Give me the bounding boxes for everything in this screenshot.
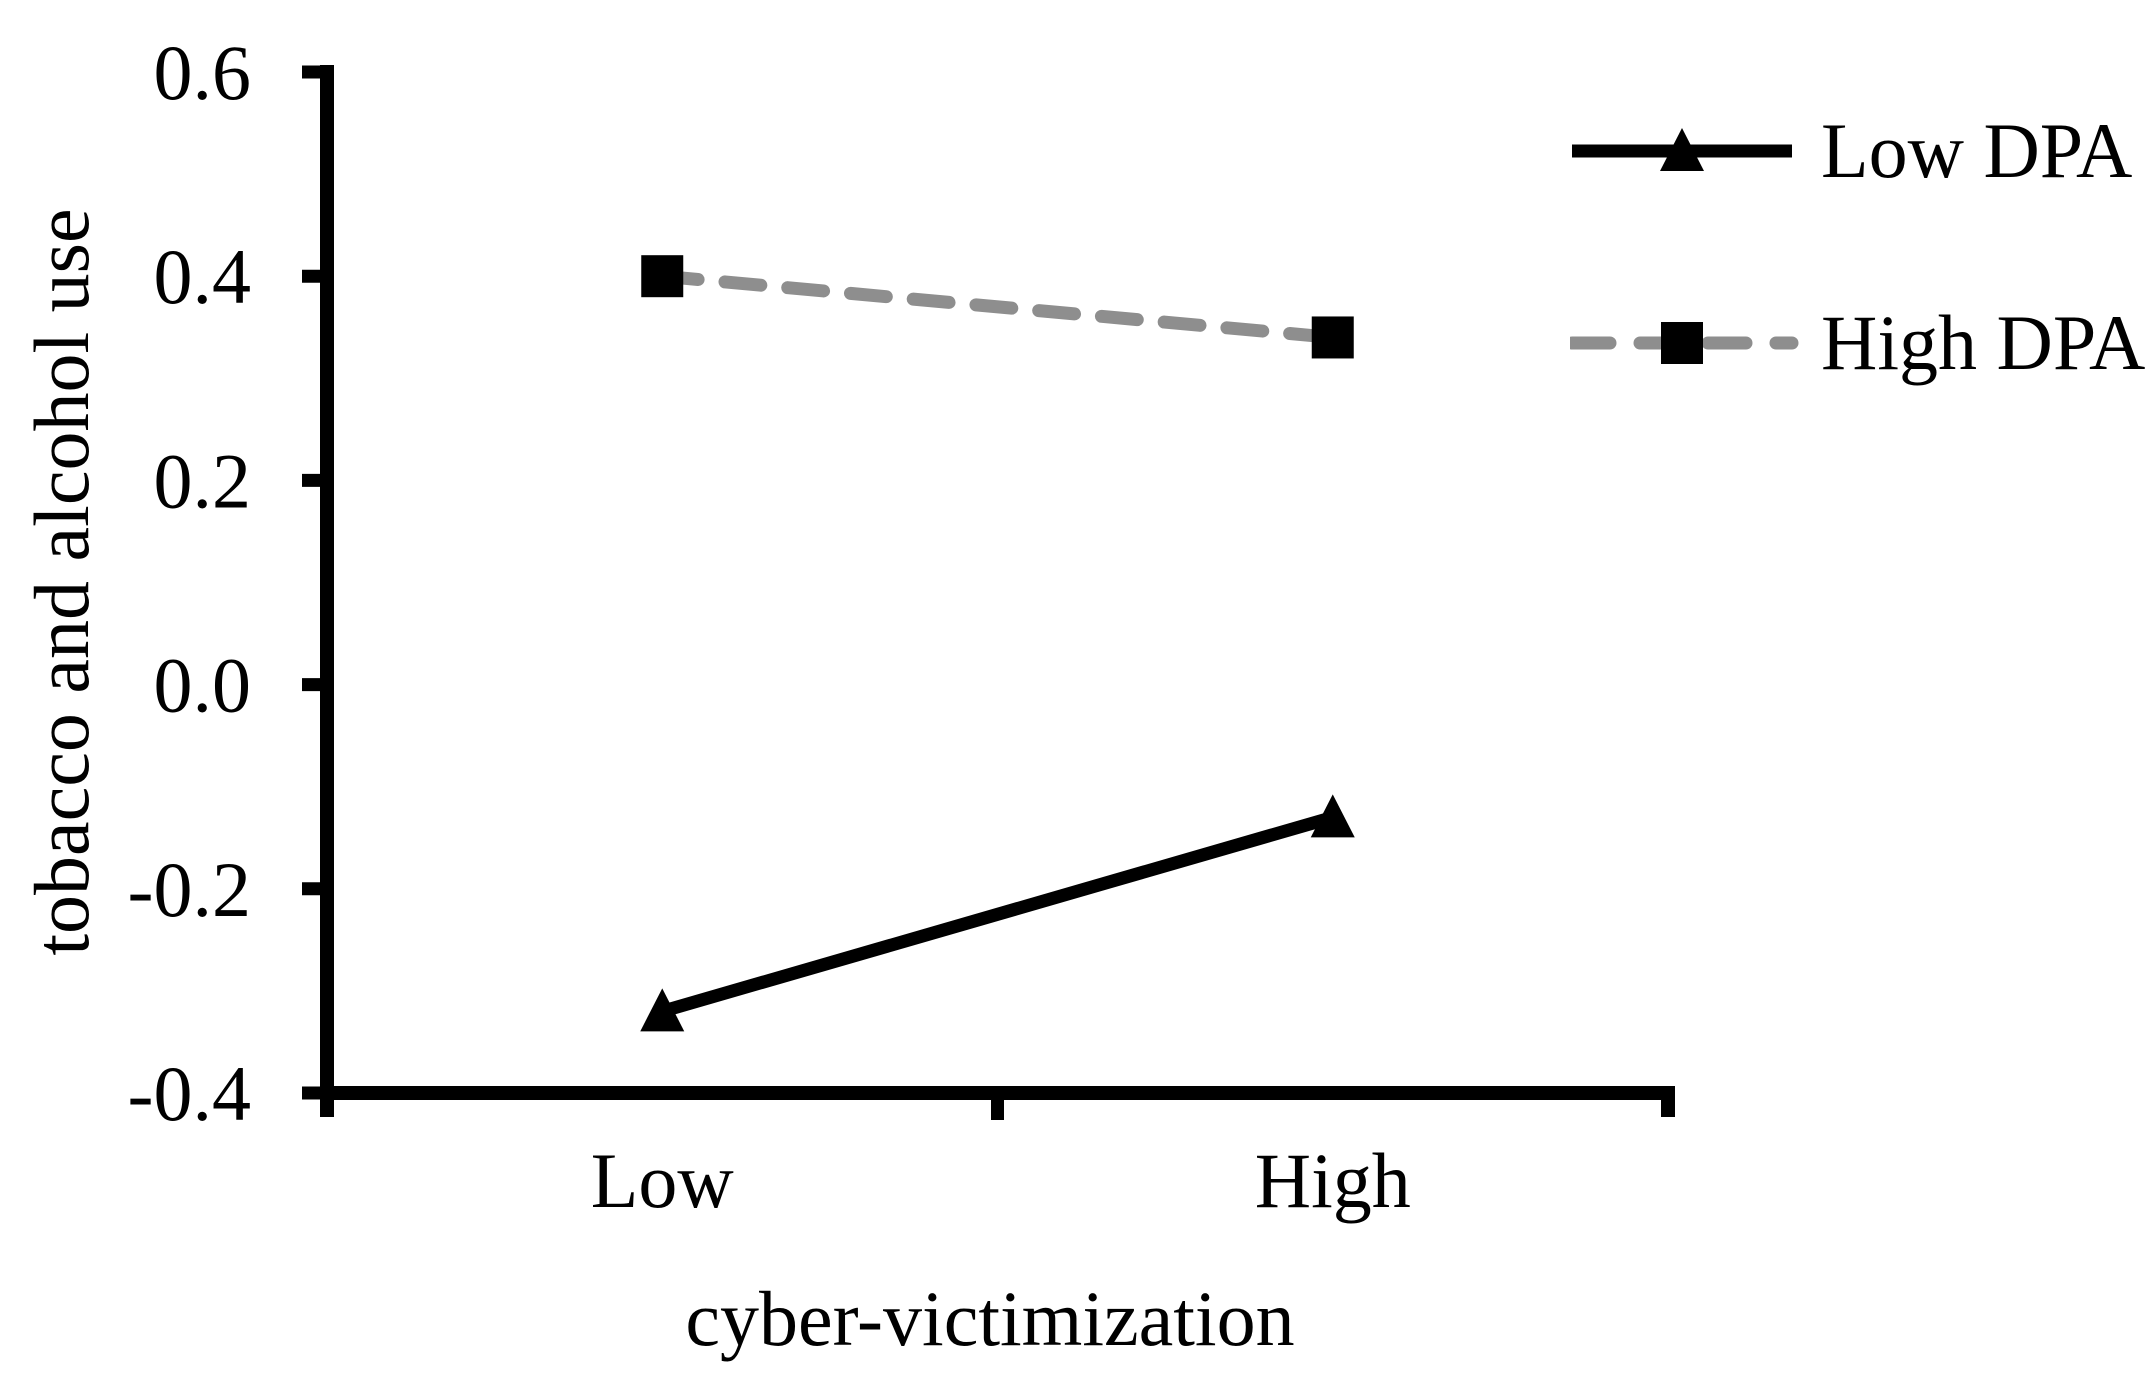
y-tick-label: 0.4 bbox=[154, 233, 252, 320]
x-category-label: Low bbox=[591, 1137, 734, 1224]
series-marker-low-dpa bbox=[640, 988, 685, 1032]
legend: Low DPA High DPA bbox=[1570, 98, 2145, 498]
legend-item-low-dpa: Low DPA bbox=[1570, 98, 2132, 204]
series-marker-low-dpa bbox=[1310, 794, 1355, 838]
x-axis-title: cyber-victimization bbox=[685, 1275, 1295, 1362]
y-axis-title: tobacco and alcohol use bbox=[18, 208, 105, 956]
legend-label-low-dpa: Low DPA bbox=[1821, 107, 2133, 194]
legend-sample-marker bbox=[1661, 322, 1703, 364]
x-category-label: High bbox=[1255, 1137, 1411, 1224]
legend-sample-marker bbox=[1660, 128, 1704, 171]
legend-label-high-dpa: High DPA bbox=[1821, 299, 2146, 386]
series-marker-high-dpa bbox=[1311, 316, 1354, 359]
y-tick-label: -0.4 bbox=[128, 1050, 251, 1137]
y-tick-label: 0.6 bbox=[154, 29, 252, 116]
legend-item-high-dpa: High DPA bbox=[1570, 290, 2145, 396]
y-tick-label: 0.2 bbox=[154, 437, 252, 524]
low-dpa-line-sample-icon bbox=[1572, 128, 1792, 171]
series-marker-high-dpa bbox=[641, 255, 684, 298]
high-dpa-line-sample-icon bbox=[1570, 322, 1799, 364]
series-line-high-dpa bbox=[655, 269, 1340, 344]
y-tick-label: 0.0 bbox=[154, 642, 252, 729]
series-line-low-dpa bbox=[660, 811, 1335, 1018]
y-tick-label: -0.2 bbox=[128, 846, 251, 933]
